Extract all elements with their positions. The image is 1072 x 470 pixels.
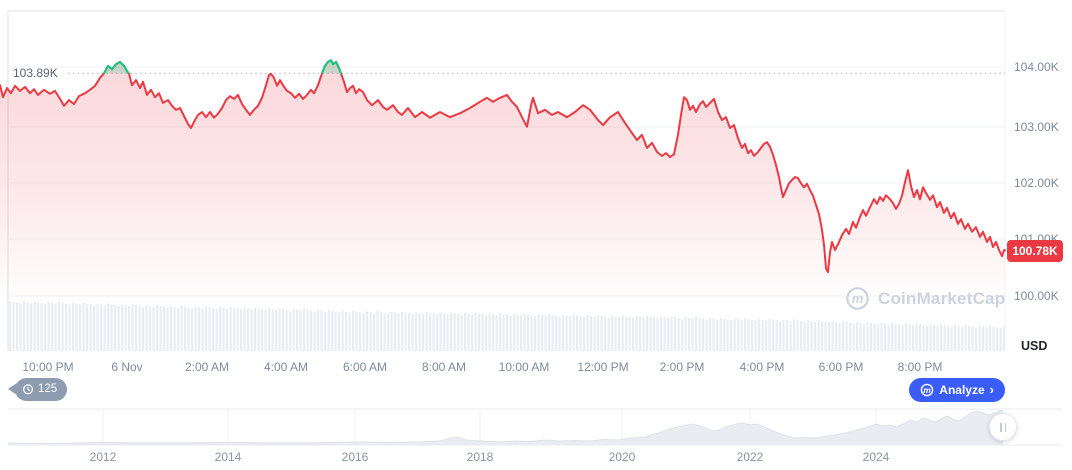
x-axis-tick: 12:00 PM — [577, 360, 628, 374]
currency-label[interactable]: USD — [1021, 339, 1048, 353]
history-badge[interactable]: 125 — [8, 377, 68, 401]
range-handle[interactable] — [989, 413, 1017, 441]
watermark-logo-icon: m — [846, 287, 869, 310]
x-axis-tick: 6:00 PM — [819, 360, 864, 374]
x-axis-tick: 8:00 AM — [422, 360, 466, 374]
minimap-year-tick: 2020 — [609, 450, 636, 464]
x-axis-tick: 6:00 AM — [343, 360, 387, 374]
watermark-text: CoinMarketCap — [878, 288, 1006, 308]
x-axis-tick: 4:00 PM — [740, 360, 785, 374]
watermark: m CoinMarketCap — [845, 286, 1005, 311]
analyze-button[interactable]: m Analyze › — [909, 378, 1005, 402]
history-pill: 125 — [15, 377, 68, 401]
x-axis-tick: 2:00 AM — [185, 360, 229, 374]
history-clock-icon — [22, 384, 34, 395]
badge-pointer — [8, 383, 17, 395]
prev-close-label: 103.89K — [13, 66, 58, 80]
minimap-year-tick: 2022 — [737, 450, 764, 464]
x-axis-tick: 10:00 PM — [22, 360, 73, 374]
x-axis-tick: 8:00 PM — [898, 360, 943, 374]
minimap-area — [8, 410, 1003, 445]
svg-text:m: m — [852, 291, 864, 306]
minimap-year-tick: 2018 — [467, 450, 494, 464]
x-axis-tick: 4:00 AM — [264, 360, 308, 374]
svg-text:m: m — [924, 385, 932, 395]
y-axis-tick: 102.00K — [1014, 176, 1059, 190]
y-axis-tick: 104.00K — [1014, 60, 1059, 74]
chevron-right-icon: › — [989, 382, 994, 397]
price-area-fill — [0, 60, 1005, 351]
coinmarketcap-logo-icon: m — [920, 383, 934, 397]
history-count: 125 — [38, 383, 58, 395]
minimap-year-tick: 2016 — [342, 450, 369, 464]
analyze-label: Analyze — [939, 383, 985, 397]
last-price-badge: 100.78K — [1007, 240, 1063, 262]
pause-bars-icon — [1000, 422, 1002, 432]
minimap-year-tick: 2014 — [215, 450, 242, 464]
y-axis-tick: 103.00K — [1014, 120, 1059, 134]
minimap-year-tick: 2012 — [90, 450, 117, 464]
minimap-year-tick: 2024 — [863, 450, 890, 464]
x-axis-tick: 6 Nov — [111, 360, 142, 374]
x-axis-tick: 2:00 PM — [660, 360, 705, 374]
minimap-range-selector[interactable] — [7, 408, 1062, 446]
x-axis-tick: 10:00 AM — [499, 360, 550, 374]
price-line — [0, 59, 1006, 274]
y-axis-tick: 100.00K — [1014, 289, 1059, 303]
